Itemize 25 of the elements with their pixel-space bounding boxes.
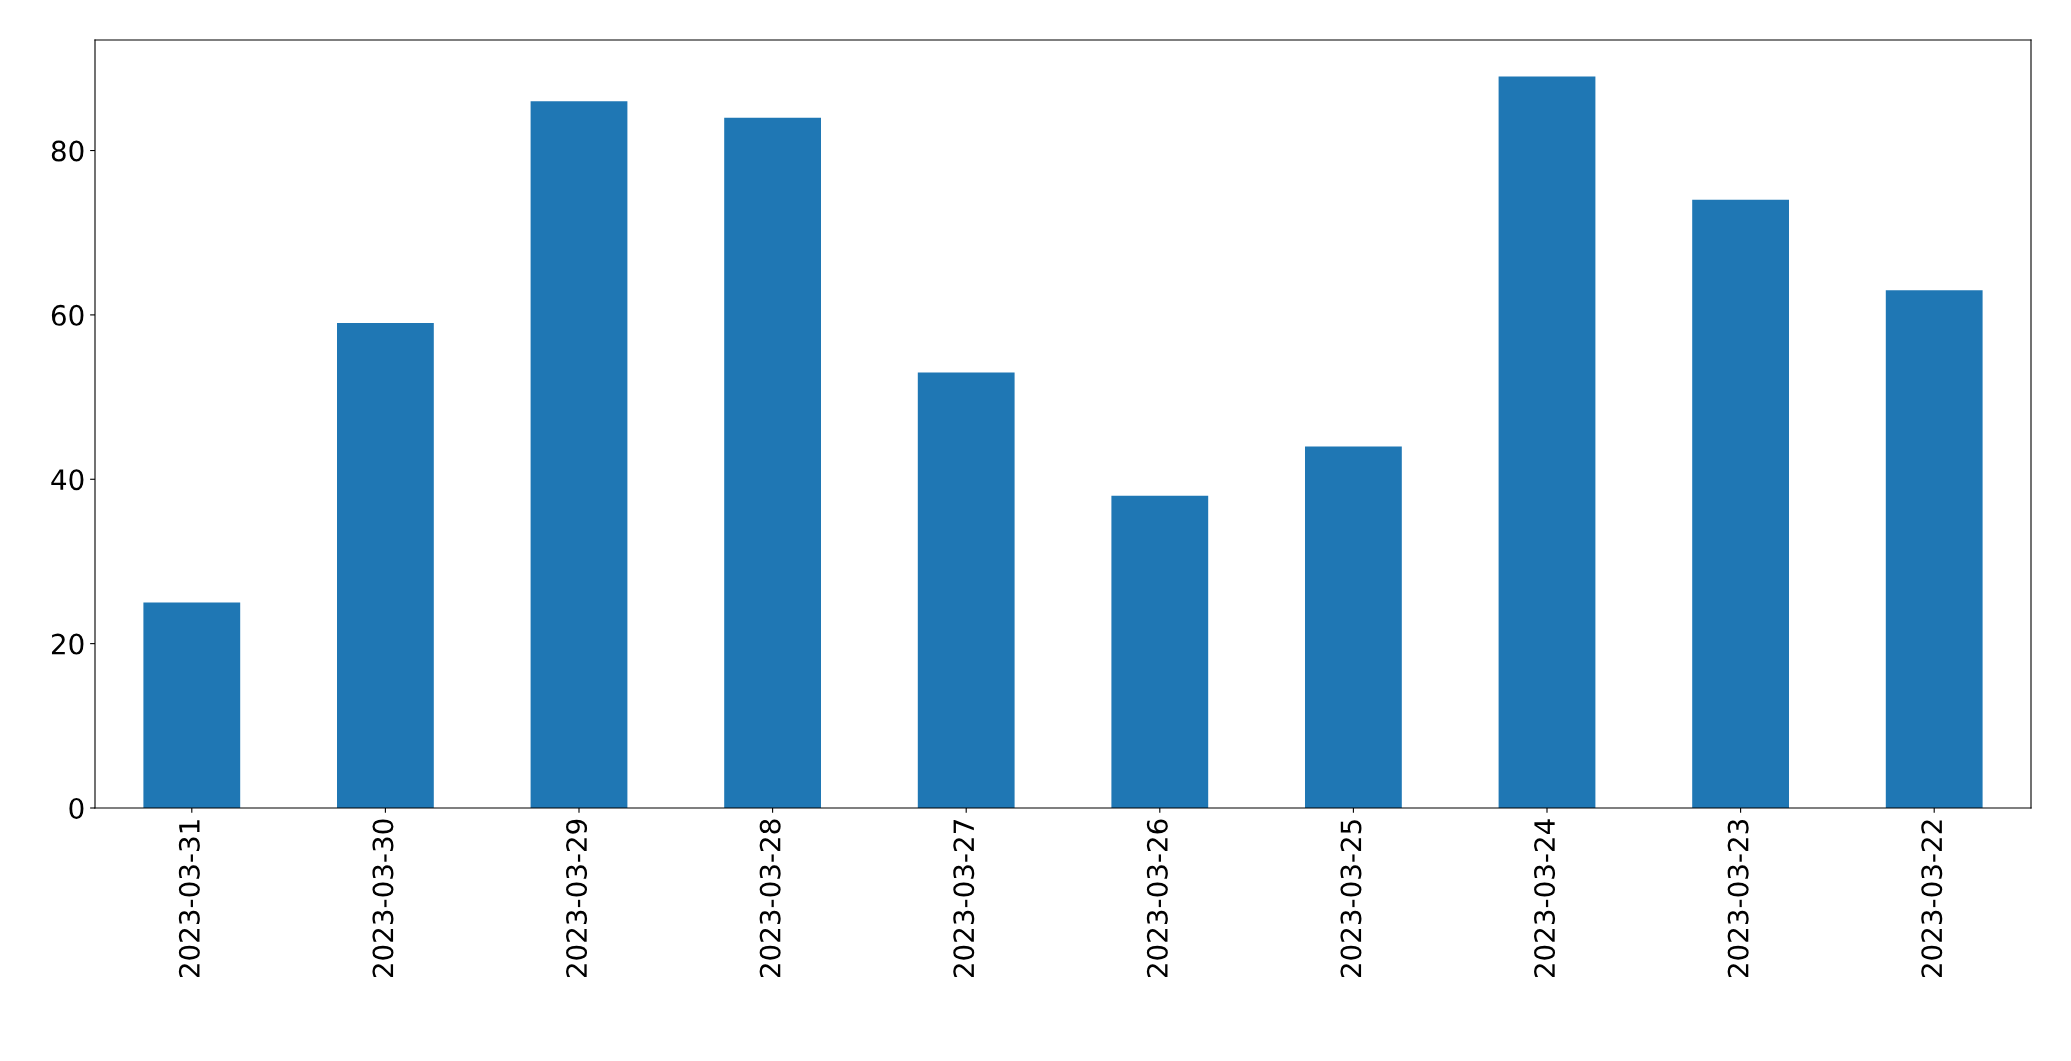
x-tick-label: 2023-03-23: [1727, 819, 1749, 978]
y-tick-label: 80: [51, 140, 84, 162]
x-tick-label: 2023-03-22: [1921, 820, 1943, 978]
x-tick-label: 2023-03-24: [1534, 819, 1556, 978]
bar: [1111, 495, 1209, 808]
bar: [1305, 446, 1402, 808]
bar: [530, 101, 628, 808]
bar: [143, 602, 241, 808]
bar: [1498, 76, 1596, 808]
y-tick-label: 60: [51, 304, 84, 326]
bar: [1692, 199, 1789, 808]
x-tick-label: 2023-03-27: [953, 820, 975, 978]
x-tick-label: 2023-03-26: [1146, 819, 1168, 978]
x-tick-label: 2023-03-30: [372, 819, 394, 978]
x-tick-label: 2023-03-31: [178, 820, 200, 978]
bar: [917, 372, 1015, 808]
x-tick-label: 2023-03-28: [759, 819, 781, 978]
x-tick-label: 2023-03-29: [566, 819, 588, 978]
y-tick-label: 40: [51, 469, 84, 491]
bar: [337, 323, 434, 808]
y-tick-label: 0: [69, 797, 84, 819]
x-tick-label: 2023-03-25: [1340, 820, 1362, 978]
bar: [1885, 290, 1983, 808]
y-tick-label: 20: [51, 633, 84, 655]
bar: [724, 117, 821, 808]
